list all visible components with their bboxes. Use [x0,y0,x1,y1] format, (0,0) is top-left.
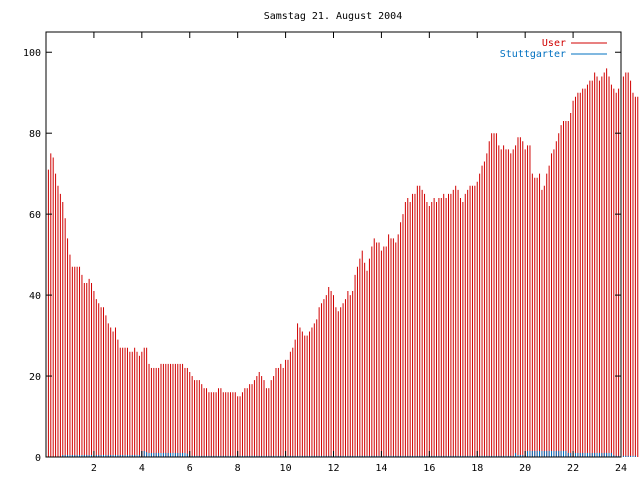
x-tick-label-16: 16 [423,463,435,474]
x-tick-label-2: 2 [91,463,97,474]
y-tick-label-20: 20 [29,372,41,383]
x-tick-label-22: 22 [567,463,579,474]
legend-label-stuttgarter: Stuttgarter [500,49,566,60]
x-tick-label-18: 18 [471,463,483,474]
x-tick-label-20: 20 [519,463,531,474]
x-tick-label-10: 10 [280,463,292,474]
chart-title: Samstag 21. August 2004 [264,11,402,22]
x-tick-label-12: 12 [327,463,339,474]
bars-layer [45,68,639,457]
y-tick-label-80: 80 [29,129,41,140]
x-tick-label-6: 6 [187,463,193,474]
y-tick-label-60: 60 [29,210,41,221]
x-tick-label-4: 4 [139,463,145,474]
y-tick-label-40: 40 [29,291,41,302]
y-tick-label-100: 100 [23,48,41,59]
legend: User Stuttgarter [500,38,607,60]
y-tick-label-0: 0 [35,453,41,464]
x-tick-label-24: 24 [615,463,627,474]
x-tick-label-8: 8 [235,463,241,474]
x-tick-label-14: 14 [375,463,387,474]
legend-label-user: User [542,38,566,49]
